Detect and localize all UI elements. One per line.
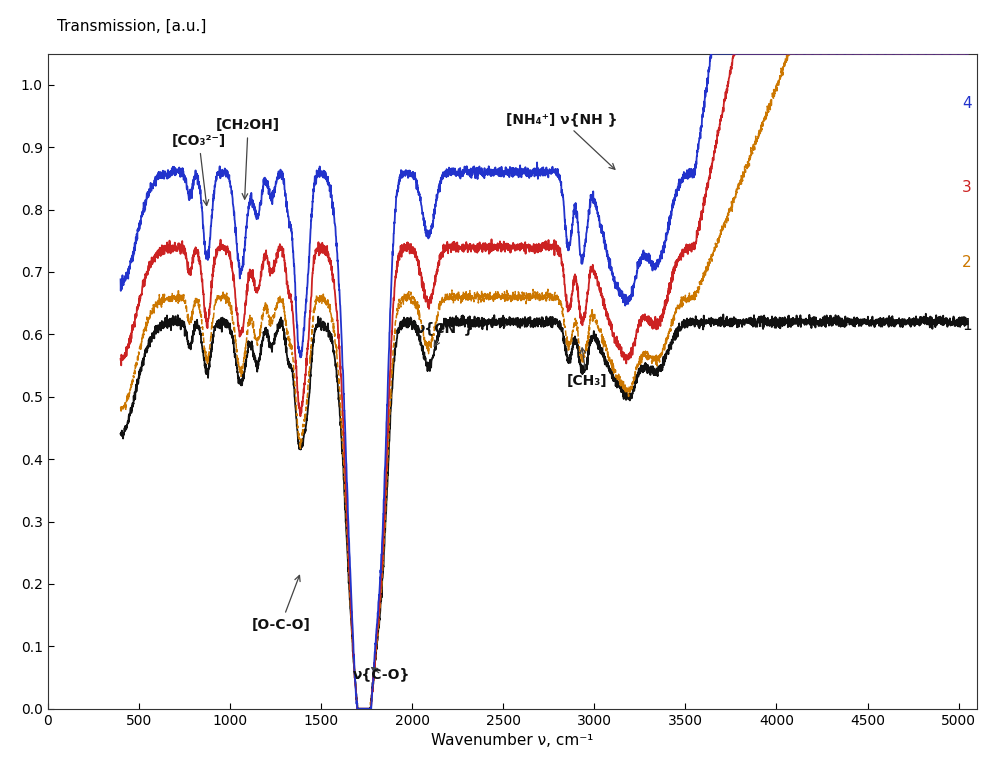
Text: 3: 3: [962, 180, 972, 195]
Text: [CH₂OH]: [CH₂OH]: [216, 118, 280, 199]
Text: [O-C-O]: [O-C-O]: [251, 575, 310, 631]
Text: 2: 2: [962, 255, 972, 270]
Text: Transmission, [a.u.]: Transmission, [a.u.]: [57, 19, 206, 34]
Text: [CO₃²⁻]: [CO₃²⁻]: [172, 134, 226, 205]
Text: 4: 4: [962, 96, 972, 111]
Text: [NH₄⁺] ν{NH }: [NH₄⁺] ν{NH }: [506, 112, 617, 169]
Text: ν{CN⁻}: ν{CN⁻}: [416, 321, 474, 346]
X-axis label: Wavenumber ν, cm⁻¹: Wavenumber ν, cm⁻¹: [431, 733, 593, 748]
Text: 1: 1: [962, 318, 972, 332]
Text: [CH₃]: [CH₃]: [567, 348, 607, 388]
Text: ν{C-O}: ν{C-O}: [352, 667, 410, 681]
